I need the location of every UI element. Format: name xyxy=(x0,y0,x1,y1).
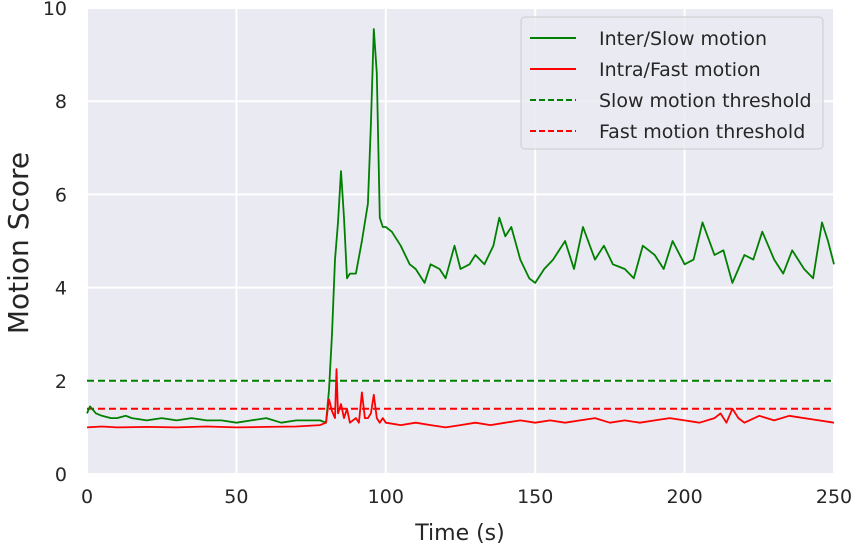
legend-label-fast-threshold: Fast motion threshold xyxy=(599,121,805,143)
y-tick-label: 4 xyxy=(55,278,67,300)
legend-box xyxy=(520,16,824,150)
legend-label-inter-slow: Inter/Slow motion xyxy=(599,28,767,50)
x-tick-label: 250 xyxy=(816,486,852,508)
x-tick-label: 200 xyxy=(666,486,702,508)
series-line-inter-slow-motion xyxy=(86,28,835,424)
legend-label-slow-threshold: Slow motion threshold xyxy=(599,90,812,112)
legend-label-intra-fast: Intra/Fast motion xyxy=(599,59,761,81)
series-layer xyxy=(86,28,835,429)
y-tick-label: 8 xyxy=(55,91,67,113)
y-axis-title: Motion Score xyxy=(2,152,35,334)
x-tick-label: 0 xyxy=(81,486,93,508)
y-tick-label: 0 xyxy=(55,464,67,486)
y-tick-label: 10 xyxy=(43,0,67,20)
x-tick-label: 150 xyxy=(517,486,553,508)
y-tick-label: 2 xyxy=(55,371,67,393)
legend: Inter/Slow motion Intra/Fast motion Slow… xyxy=(520,16,824,150)
tick-labels: 0 50 100 150 200 250 0 2 4 6 8 10 xyxy=(43,0,852,508)
x-tick-label: 50 xyxy=(224,486,248,508)
y-tick-label: 6 xyxy=(55,184,67,206)
x-tick-label: 100 xyxy=(368,486,404,508)
x-axis-title: Time (s) xyxy=(414,521,504,546)
series-line-intra-fast-motion xyxy=(86,368,835,429)
